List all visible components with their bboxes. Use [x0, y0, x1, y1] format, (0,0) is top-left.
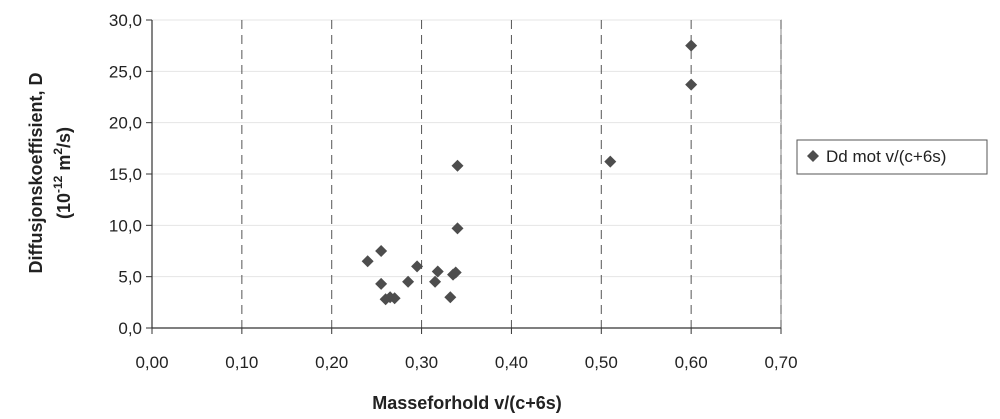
x-tick-label: 0,50	[585, 353, 618, 372]
data-point-diamond	[451, 159, 464, 172]
y-tick-label: 10,0	[109, 216, 142, 235]
x-tick-label: 0,40	[495, 353, 528, 372]
data-point-diamond	[411, 260, 424, 273]
y-tick-label: 15,0	[109, 165, 142, 184]
y-axis-unit-prefix: (10	[54, 193, 74, 219]
x-tick-label: 0,70	[764, 353, 797, 372]
x-tick-label: 0,20	[315, 353, 348, 372]
legend: Dd mot v/(c+6s)	[796, 139, 988, 175]
data-point-diamond	[375, 245, 388, 257]
points-layer	[361, 39, 698, 306]
y-axis-title-line1: Diffusjonskoeffisient, D	[26, 72, 46, 273]
y-axis-unit-exponent-1: -12	[51, 175, 65, 193]
data-point-diamond	[388, 292, 401, 305]
data-point-diamond	[375, 277, 388, 290]
y-axis-unit-suffix: /s)	[54, 127, 74, 148]
data-point-diamond	[685, 78, 698, 91]
data-point-diamond	[449, 266, 462, 279]
x-axis-title: Masseforhold v/(c+6s)	[372, 393, 562, 413]
y-axis-title-line2: (10-12 m2/s)	[51, 127, 74, 219]
y-tick-label: 25,0	[109, 62, 142, 81]
y-tick-label: 5,0	[118, 268, 142, 287]
data-point-diamond	[685, 39, 698, 52]
y-axis-unit-middle: m	[54, 155, 74, 176]
x-tick-label: 0,10	[225, 353, 258, 372]
data-point-diamond	[402, 275, 415, 288]
y-axis-unit-exponent-2: 2	[51, 148, 65, 155]
grid-layer	[151, 19, 782, 329]
data-point-diamond	[431, 265, 444, 278]
data-point-diamond	[451, 222, 464, 235]
legend-label: Dd mot v/(c+6s)	[826, 147, 946, 166]
data-point-diamond	[361, 255, 374, 268]
legend-box	[796, 139, 988, 175]
data-point-diamond	[604, 155, 617, 168]
data-point-diamond	[429, 275, 442, 288]
axes-layer: 0,0 5,0 10,0 15,0 20,0 25,0 30,0 0,00 0,10 0,20 0,…	[109, 11, 798, 372]
data-point-diamond	[444, 291, 457, 304]
y-tick-label: 30,0	[109, 11, 142, 30]
x-tick-label: 0,60	[675, 353, 708, 372]
x-tick-label: 0,00	[135, 353, 168, 372]
y-tick-label: 0,0	[118, 319, 142, 338]
y-tick-label: 20,0	[109, 114, 142, 133]
x-tick-label: 0,30	[405, 353, 438, 372]
legend-marker-diamond	[807, 150, 819, 162]
